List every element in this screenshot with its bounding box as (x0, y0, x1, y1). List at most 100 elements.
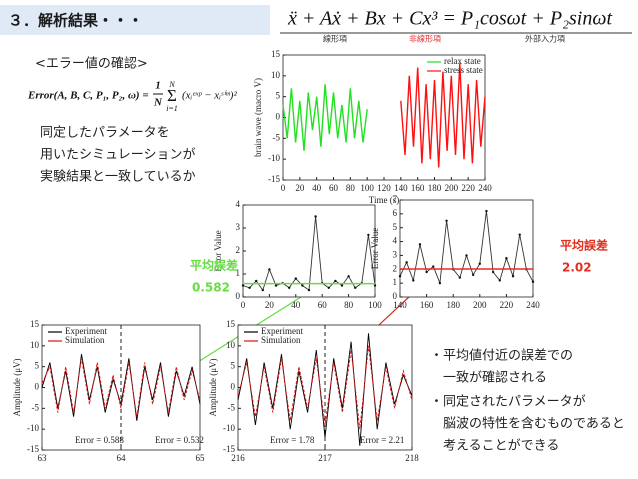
x-tick-label: 200 (473, 300, 487, 310)
y-tick-label: 4 (393, 236, 398, 246)
y-tick-label: 10 (226, 340, 236, 350)
x-tick-label: 180 (446, 300, 460, 310)
y-tick-label: 5 (393, 222, 398, 232)
point (327, 286, 330, 289)
y-tick-label: 3 (236, 222, 241, 232)
legend-label: stress state (444, 65, 483, 75)
x-tick-label: 0 (281, 183, 286, 193)
point (412, 279, 415, 282)
formula-lhs: Error(A, B, C, P₁, P₂, ω) = (27, 90, 149, 102)
x-tick-label: 120 (377, 183, 391, 193)
point (418, 243, 422, 246)
point (405, 261, 408, 264)
y-axis-label: Error Value (213, 230, 223, 272)
y-tick-label: 7 (393, 194, 398, 204)
point (294, 277, 297, 280)
callout-value: 0.582 (192, 281, 230, 295)
point (505, 257, 508, 260)
x-tick-label: 100 (368, 300, 382, 310)
conclusion-line: 考えることができる (430, 439, 559, 454)
legend-label: relax state (444, 56, 481, 66)
plot-frame (242, 204, 376, 298)
x-tick-label: 160 (420, 300, 434, 310)
error-annotation: Error = 1.78 (270, 435, 315, 445)
x-tick-label: 200 (445, 183, 459, 193)
series-line (41, 354, 201, 421)
y-tick-label: 10 (271, 70, 281, 80)
formula-num: 1 (155, 80, 161, 92)
callout-label: 平均誤差 (190, 258, 238, 273)
y-tick-label: 1 (393, 277, 398, 287)
y-tick-label: 0 (236, 291, 241, 301)
series-line (282, 84, 368, 151)
point (334, 279, 337, 283)
x-tick-label: 220 (461, 183, 475, 193)
x-tick-label: 240 (526, 300, 540, 310)
point (491, 270, 495, 274)
y-tick-label: 15 (30, 319, 40, 329)
y-axis-label: Amplitude (μV) (208, 358, 218, 416)
equation: ẍ + Aẋ + Bx + Cx³ = P₁cosωt + P₂sinωt (287, 8, 613, 30)
point (261, 288, 264, 292)
point (255, 279, 258, 283)
x-tick-label: 60 (329, 183, 339, 193)
x-tick-label: 40 (291, 300, 301, 310)
x-tick-label: 218 (405, 453, 419, 463)
point (425, 270, 428, 274)
formula-term: (xᵢᵉˣᵖ − xᵢˢⁱᵐ)² (182, 90, 237, 102)
conclusion-line: 脳波の特性を含むものであると (430, 416, 625, 432)
x-tick-label: 65 (196, 453, 206, 463)
legend-label: Simulation (261, 335, 301, 345)
conclusion-line: ・同定されたパラメータが (430, 395, 586, 410)
error-annotation: Error = 0.588 (75, 435, 124, 445)
y-tick-label: 2 (236, 245, 241, 255)
x-axis-label: Time (s) (369, 195, 399, 205)
point (438, 281, 442, 285)
x-tick-label: 140 (393, 300, 407, 310)
point (274, 284, 278, 287)
slide-title: ３．解析結果・・・ (8, 12, 143, 30)
legend-label: Experiment (261, 326, 303, 336)
point (398, 275, 402, 278)
sum-lower: i=1 (166, 104, 178, 113)
title-band (0, 5, 270, 35)
point (314, 215, 317, 218)
point (340, 284, 344, 287)
y-tick-label: -15 (223, 444, 235, 454)
point (288, 286, 291, 289)
x-tick-label: 160 (411, 183, 425, 193)
point (367, 233, 370, 237)
term-label: 線形項 (323, 34, 347, 44)
x-tick-label: 216 (231, 453, 245, 463)
x-tick-label: 240 (478, 183, 492, 193)
x-tick-label: 40 (312, 183, 322, 193)
question-line: 同定したパラメータを (40, 126, 170, 141)
y-tick-label: 5 (231, 361, 236, 371)
x-tick-label: 80 (344, 300, 354, 310)
y-axis-label: Error Value (370, 228, 380, 270)
y-tick-label: 0 (231, 382, 236, 392)
legend-label: Experiment (65, 326, 107, 336)
y-tick-label: -5 (228, 402, 236, 412)
point (248, 286, 251, 289)
point (268, 268, 271, 271)
error-annotation: Error = 0.532 (155, 435, 204, 445)
x-tick-label: 100 (360, 183, 374, 193)
point (347, 275, 350, 278)
point (471, 273, 475, 277)
y-tick-label: 5 (276, 91, 281, 101)
x-tick-label: 64 (117, 453, 127, 463)
conclusion-line: ・平均値付近の誤差での (430, 348, 573, 364)
point (478, 262, 481, 265)
x-tick-label: 0 (241, 300, 246, 310)
x-tick-label: 217 (318, 453, 332, 463)
y-tick-label: 15 (271, 49, 281, 59)
point (511, 275, 515, 278)
point (531, 280, 535, 283)
point (241, 284, 245, 287)
x-tick-label: 20 (295, 183, 305, 193)
point (518, 233, 521, 236)
error-annotation: Error = 2.21 (360, 435, 404, 445)
y-tick-label: -10 (268, 153, 280, 163)
y-tick-label: 5 (35, 361, 40, 371)
